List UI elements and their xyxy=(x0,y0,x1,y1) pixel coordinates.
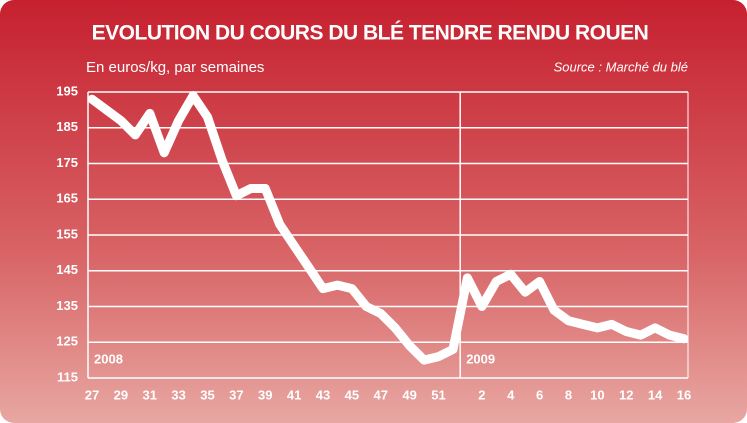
y-tick-label: 115 xyxy=(57,369,78,384)
x-tick-label: 29 xyxy=(114,387,128,402)
x-tick-label: 37 xyxy=(229,387,243,402)
x-tick-label: 43 xyxy=(316,387,330,402)
x-tick-label: 51 xyxy=(431,387,445,402)
chart-title: EVOLUTION DU COURS DU BLÉ TENDRE RENDU R… xyxy=(92,22,649,45)
x-tick-label: 12 xyxy=(619,387,633,402)
x-tick-label: 10 xyxy=(590,387,604,402)
subtitle: En euros/kg, par semaines xyxy=(86,59,264,76)
y-tick-label: 175 xyxy=(56,155,78,170)
x-tick-label: 27 xyxy=(85,387,99,402)
source: Source : Marché du blé xyxy=(554,59,688,74)
x-tick-label: 14 xyxy=(648,387,663,402)
x-tick-label: 16 xyxy=(677,387,691,402)
x-tick-label: 39 xyxy=(258,387,272,402)
x-tick-label: 2 xyxy=(478,387,485,402)
x-tick-label: 41 xyxy=(287,387,301,402)
x-tick-label: 35 xyxy=(200,387,214,402)
y-tick-label: 155 xyxy=(56,226,78,241)
y-tick-label: 185 xyxy=(56,119,78,134)
line xyxy=(87,91,689,365)
annotation: 2009 xyxy=(466,351,495,366)
y-tick-label: 135 xyxy=(56,298,78,313)
x-tick-label: 6 xyxy=(536,387,543,402)
x-tick-label: 45 xyxy=(345,387,359,402)
x-tick-label: 31 xyxy=(143,387,157,402)
x-tick-label: 33 xyxy=(171,387,185,402)
y-tick-label: 145 xyxy=(56,262,78,277)
y-tick-label: 125 xyxy=(56,334,78,349)
x-tick-label: 47 xyxy=(374,387,388,402)
x-tick-label: 49 xyxy=(402,387,416,402)
x-tick-label: 4 xyxy=(507,387,515,402)
y-tick-label: 165 xyxy=(56,191,78,206)
y-tick-label: 195 xyxy=(56,83,78,98)
annotation: 2008 xyxy=(94,351,123,366)
x-tick-label: 8 xyxy=(565,387,572,402)
